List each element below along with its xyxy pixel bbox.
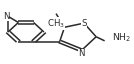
- Text: CH$_3$: CH$_3$: [47, 17, 65, 30]
- Text: N: N: [3, 12, 9, 21]
- Text: N: N: [78, 49, 85, 58]
- Text: NH$_2$: NH$_2$: [112, 32, 131, 44]
- Text: S: S: [81, 19, 87, 28]
